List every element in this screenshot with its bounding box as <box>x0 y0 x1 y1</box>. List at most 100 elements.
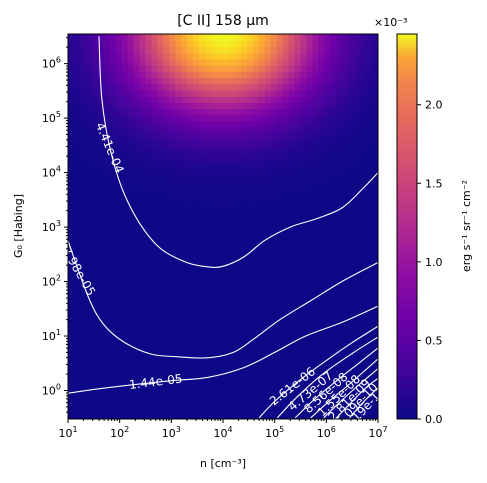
heatmap-cell <box>336 325 343 333</box>
heatmap-cell <box>139 319 147 327</box>
heatmap-cell <box>288 257 296 265</box>
heatmap-cell <box>342 220 349 228</box>
heatmap-cell <box>187 65 194 72</box>
heatmap-cell <box>85 394 93 401</box>
heatmap-cell <box>151 350 159 358</box>
heatmap-cell <box>270 52 278 60</box>
heatmap-cell <box>228 269 236 277</box>
heatmap-cell <box>264 276 272 283</box>
heatmap-cell <box>258 325 266 333</box>
heatmap-cell <box>282 108 290 116</box>
heatmap-cell <box>354 313 361 321</box>
heatmap-cell <box>240 313 248 321</box>
heatmap-cell <box>360 307 367 315</box>
heatmap-cell <box>342 151 349 159</box>
heatmap-cell <box>217 151 224 159</box>
heatmap-cell <box>145 294 153 302</box>
heatmap-cell <box>318 276 325 283</box>
heatmap-cell <box>258 40 266 48</box>
heatmap-cell <box>211 214 218 221</box>
heatmap-cell <box>145 58 153 66</box>
heatmap-cell <box>330 46 337 54</box>
heatmap-cell <box>223 332 230 339</box>
heatmap-cell <box>85 96 93 103</box>
heatmap-cell <box>68 294 75 302</box>
heatmap-cell <box>121 170 129 178</box>
heatmap-cell <box>115 344 123 352</box>
contour-line-7.98e-05 <box>68 240 378 359</box>
heatmap-cell <box>348 226 355 234</box>
heatmap-cell <box>246 102 254 110</box>
heatmap-cell <box>145 189 153 197</box>
heatmap-cell <box>151 176 159 184</box>
heatmap-cell <box>109 288 117 296</box>
heatmap-cell <box>163 96 170 103</box>
heatmap-cell <box>354 387 361 395</box>
heatmap-cell <box>121 325 129 333</box>
heatmap-cell <box>169 369 176 377</box>
heatmap-cell <box>276 58 284 66</box>
heatmap-cell <box>342 319 349 327</box>
heatmap-cell <box>91 207 99 215</box>
heatmap-cell <box>73 338 81 346</box>
heatmap-cell <box>133 257 141 265</box>
heatmap-cell <box>115 214 123 221</box>
heatmap-cell <box>336 269 343 277</box>
heatmap-cell <box>330 183 337 190</box>
heatmap-cell <box>336 307 343 315</box>
heatmap-cell <box>169 325 176 333</box>
heatmap-cell <box>193 127 200 134</box>
heatmap-cell <box>205 332 212 339</box>
heatmap-cell <box>318 394 325 401</box>
heatmap-cell <box>234 325 242 333</box>
heatmap-cell <box>306 108 314 116</box>
heatmap-cell <box>234 52 242 60</box>
heatmap-cell <box>73 251 81 259</box>
heatmap-cell <box>91 356 99 364</box>
heatmap-cell <box>288 232 296 240</box>
heatmap-cell <box>79 58 87 66</box>
heatmap-cell <box>348 46 355 54</box>
heatmap-cell <box>324 394 331 401</box>
heatmap-cell <box>360 344 367 352</box>
heatmap-cell <box>211 170 218 178</box>
heatmap-cell <box>73 257 81 265</box>
heatmap-cell <box>199 108 206 116</box>
heatmap-cell <box>366 77 373 85</box>
heatmap-cell <box>85 232 93 240</box>
heatmap-cell <box>139 40 147 48</box>
heatmap-cell <box>264 207 272 215</box>
heatmap-cell <box>360 201 367 209</box>
heatmap-cell <box>127 232 135 240</box>
heatmap-cell <box>121 195 129 203</box>
heatmap-cell <box>312 102 319 110</box>
heatmap-cell <box>115 375 123 383</box>
heatmap-cell <box>252 89 260 97</box>
heatmap-cell <box>193 65 200 72</box>
heatmap-cell <box>330 102 337 110</box>
heatmap-cell <box>157 369 164 377</box>
heatmap-cell <box>139 71 147 79</box>
heatmap-cell <box>145 96 153 103</box>
heatmap-cell <box>121 301 129 308</box>
heatmap-cell <box>270 400 278 408</box>
heatmap-cell <box>181 313 188 321</box>
heatmap-cell <box>91 195 99 203</box>
heatmap-cell <box>145 102 153 110</box>
heatmap-cell <box>175 207 182 215</box>
heatmap-cell <box>246 151 254 159</box>
heatmap-cell <box>312 108 319 116</box>
heatmap-cell <box>127 183 135 190</box>
heatmap-cell <box>157 139 164 147</box>
heatmap-cell <box>163 183 170 190</box>
heatmap-cell <box>79 238 87 246</box>
heatmap-cell <box>312 325 319 333</box>
heatmap-cell <box>109 344 117 352</box>
heatmap-cell <box>205 170 212 178</box>
heatmap-cell <box>109 220 117 228</box>
heatmap-cell <box>85 245 93 252</box>
heatmap-cell <box>73 288 81 296</box>
heatmap-cell <box>270 394 278 401</box>
heatmap-cell <box>276 151 284 159</box>
heatmap-cell <box>348 338 355 346</box>
